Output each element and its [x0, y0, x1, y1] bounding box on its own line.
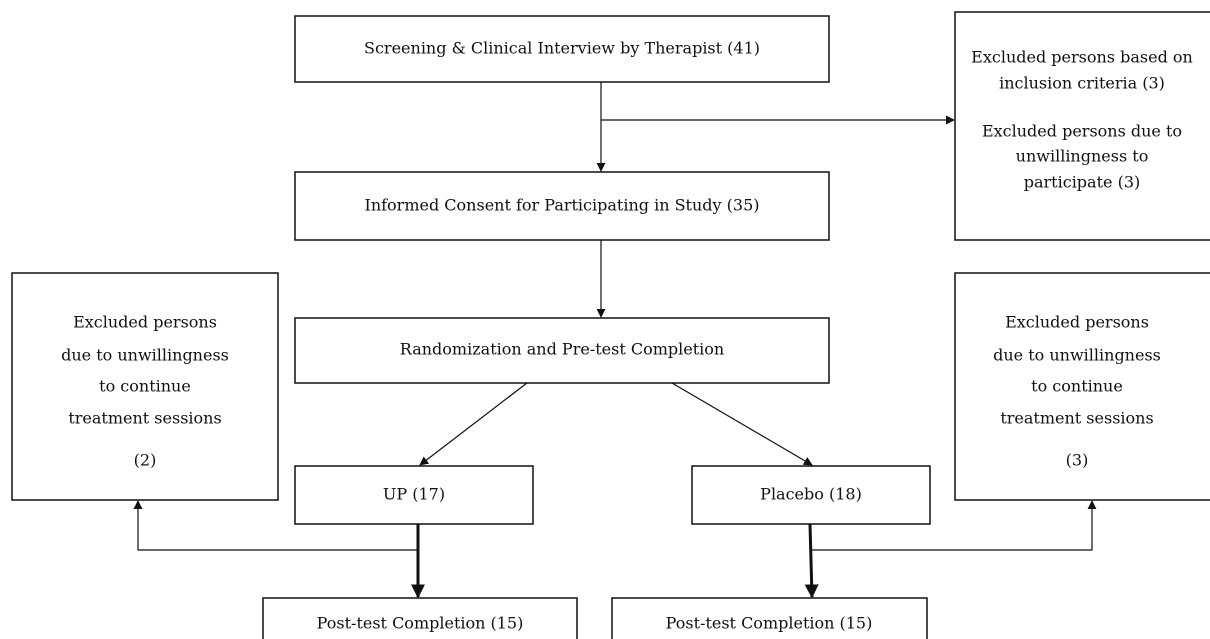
arrow — [811, 500, 1097, 551]
node-label: Screening & Clinical Interview by Therap… — [364, 39, 760, 58]
node-label: (3) — [1066, 451, 1089, 470]
node-box — [294, 15, 830, 83]
node-label: Post-test Completion (15) — [666, 614, 873, 633]
node-label: due to unwillingness — [61, 346, 229, 365]
node-box — [262, 597, 578, 639]
node-label: treatment sessions — [1000, 409, 1153, 428]
node-label: Randomization and Pre-test Completion — [400, 340, 724, 359]
node-label: Informed Consent for Participating in St… — [365, 196, 760, 215]
node-label: to continue — [1031, 377, 1123, 396]
node-box — [11, 272, 279, 501]
arrow — [133, 500, 418, 551]
node-label: Excluded persons — [1005, 313, 1149, 332]
node-box — [691, 465, 931, 525]
node-label: Excluded persons due to — [982, 122, 1182, 141]
boxes — [11, 11, 1210, 639]
node-label: UP (17) — [383, 485, 445, 504]
labels: Screening & Clinical Interview by Therap… — [61, 39, 1193, 633]
arrow — [419, 382, 528, 466]
node-label: inclusion criteria (3) — [999, 74, 1165, 93]
node-box — [954, 272, 1210, 501]
node-label: due to unwillingness — [993, 346, 1161, 365]
node-label: participate (3) — [1024, 173, 1140, 192]
node-box — [294, 317, 830, 384]
node-label: treatment sessions — [68, 409, 221, 428]
node-label: (2) — [134, 451, 157, 470]
arrow — [671, 382, 813, 466]
node-box — [611, 597, 928, 639]
node-box — [294, 171, 830, 241]
connectors — [133, 82, 1097, 599]
node-label: to continue — [99, 377, 191, 396]
node-label: Post-test Completion (15) — [317, 614, 524, 633]
node-label: Excluded persons based on — [971, 48, 1193, 67]
node-label: Placebo (18) — [760, 485, 862, 504]
node-label: Excluded persons — [73, 313, 217, 332]
node-box — [294, 465, 534, 525]
node-label: unwillingness to — [1016, 147, 1149, 166]
node-box — [954, 11, 1210, 241]
arrow — [804, 523, 819, 599]
